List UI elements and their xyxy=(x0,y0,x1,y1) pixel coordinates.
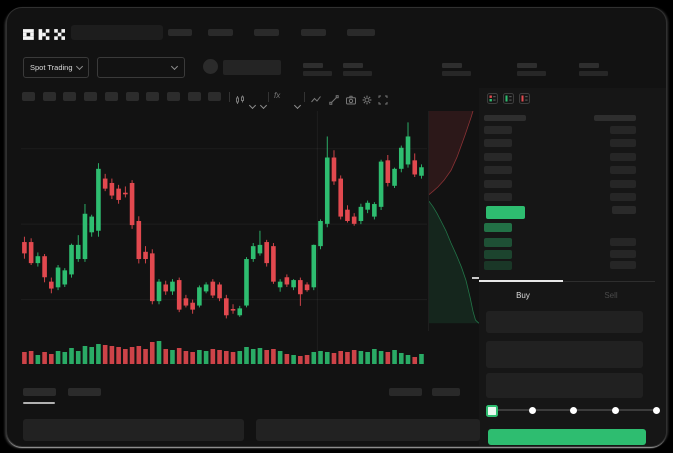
app-window: Spot Trading fx xyxy=(6,7,667,447)
buy-submit-button[interactable] xyxy=(488,429,646,445)
slider-step-dot[interactable] xyxy=(528,406,536,414)
toolbar-divider xyxy=(268,92,269,102)
depth-chart xyxy=(428,111,479,331)
orderbook-price-header xyxy=(484,115,526,121)
fx-indicators-icon[interactable]: fx xyxy=(274,91,281,100)
tab-sell[interactable]: Sell xyxy=(604,290,618,300)
tab-buy[interactable]: Buy xyxy=(516,290,530,300)
depth-price-marker xyxy=(472,277,483,279)
slider-step-dot[interactable] xyxy=(569,406,577,414)
slider-step-dot[interactable] xyxy=(652,406,660,414)
ticker-stat-value xyxy=(579,71,608,76)
active-bottom-tab-indicator xyxy=(23,402,55,404)
active-tab-indicator xyxy=(479,280,563,282)
ask-row-price[interactable] xyxy=(484,166,512,175)
chevron-down-icon xyxy=(170,62,179,71)
nav-item[interactable] xyxy=(347,29,375,36)
ask-row-price[interactable] xyxy=(484,152,512,161)
gear-icon[interactable] xyxy=(362,92,372,110)
market-type-dropdown[interactable]: Spot Trading xyxy=(23,57,89,78)
bottom-tab[interactable] xyxy=(389,388,422,396)
bottom-tab[interactable] xyxy=(432,388,460,396)
order-form-field[interactable] xyxy=(486,373,643,398)
camera-icon[interactable] xyxy=(346,92,356,110)
toolbar-button[interactable] xyxy=(22,92,35,101)
ask-row-price[interactable] xyxy=(484,193,512,201)
ask-row-amount xyxy=(610,152,636,161)
bid-row-price[interactable] xyxy=(484,261,512,270)
toolbar-divider xyxy=(304,92,305,102)
slider-step-dot[interactable] xyxy=(611,406,619,414)
okx-logo xyxy=(23,27,65,40)
trendline-ruler-icon[interactable] xyxy=(329,92,339,110)
market-type-label: Spot Trading xyxy=(30,63,73,72)
toolbar-divider xyxy=(229,92,230,102)
candlestick-chart[interactable] xyxy=(21,111,427,369)
coin-icon xyxy=(203,59,218,74)
bid-row-price[interactable] xyxy=(484,238,512,247)
ask-row-price[interactable] xyxy=(484,126,512,134)
nav-item[interactable] xyxy=(254,29,279,36)
tab-divider xyxy=(479,281,655,282)
bottom-input[interactable] xyxy=(256,419,480,441)
book-bids-icon[interactable] xyxy=(503,91,514,109)
ticker-stat-value xyxy=(442,71,471,76)
nav-item[interactable] xyxy=(168,29,192,36)
candlestick-chart-icon[interactable] xyxy=(235,92,245,110)
ask-row-price[interactable] xyxy=(484,179,512,188)
book-all-icon[interactable] xyxy=(487,91,498,109)
nav-item[interactable] xyxy=(208,29,233,36)
last-price-placeholder xyxy=(223,60,281,75)
bid-row-amount xyxy=(610,238,636,246)
nav-item[interactable] xyxy=(301,29,326,36)
fullscreen-icon[interactable] xyxy=(378,92,388,110)
toolbar-button[interactable] xyxy=(166,92,180,101)
toolbar-button[interactable] xyxy=(42,92,56,101)
ask-row-amount xyxy=(610,166,636,175)
chevron-down-icon xyxy=(75,62,84,71)
last-price-highlight[interactable] xyxy=(486,206,525,219)
bid-row-price[interactable] xyxy=(484,223,512,232)
bottom-tab[interactable] xyxy=(68,388,101,396)
toolbar-button[interactable] xyxy=(63,92,77,101)
toolbar-button[interactable] xyxy=(104,92,118,101)
book-asks-icon[interactable] xyxy=(519,91,530,109)
toolbar-button[interactable] xyxy=(84,92,98,101)
pair-dropdown[interactable] xyxy=(97,57,185,78)
ticker-stat-label xyxy=(579,63,599,68)
ticker-stat-label xyxy=(517,63,537,68)
bid-row-amount xyxy=(610,249,636,258)
toolbar-button[interactable] xyxy=(187,92,201,101)
ask-row-amount xyxy=(610,126,636,134)
ask-row-amount xyxy=(610,179,636,188)
ask-row-amount xyxy=(610,193,636,201)
ask-row-price[interactable] xyxy=(484,139,512,148)
ticker-stat-value xyxy=(303,71,332,76)
ticker-stat-label xyxy=(442,63,462,68)
order-form-field[interactable] xyxy=(486,311,643,333)
orderbook-row-amount xyxy=(612,206,636,214)
toolbar-button[interactable] xyxy=(146,92,160,101)
ticker-stat-label xyxy=(343,63,363,68)
order-form-field[interactable] xyxy=(486,341,643,368)
bottom-input[interactable] xyxy=(23,419,244,441)
toolbar-button[interactable] xyxy=(125,92,139,101)
search-input[interactable] xyxy=(71,25,163,40)
ticker-stat-value xyxy=(343,71,372,76)
bottom-tab[interactable] xyxy=(23,388,56,396)
toolbar-button[interactable] xyxy=(208,92,222,101)
orderbook-amount-header xyxy=(594,115,636,121)
ticker-stat-value xyxy=(517,71,546,76)
slider-handle[interactable] xyxy=(485,404,498,417)
ask-row-amount xyxy=(610,139,636,148)
ticker-stat-label xyxy=(303,63,323,68)
bid-row-price[interactable] xyxy=(484,249,512,259)
bid-row-amount xyxy=(610,261,636,269)
zigzag-line-icon[interactable] xyxy=(311,92,321,110)
